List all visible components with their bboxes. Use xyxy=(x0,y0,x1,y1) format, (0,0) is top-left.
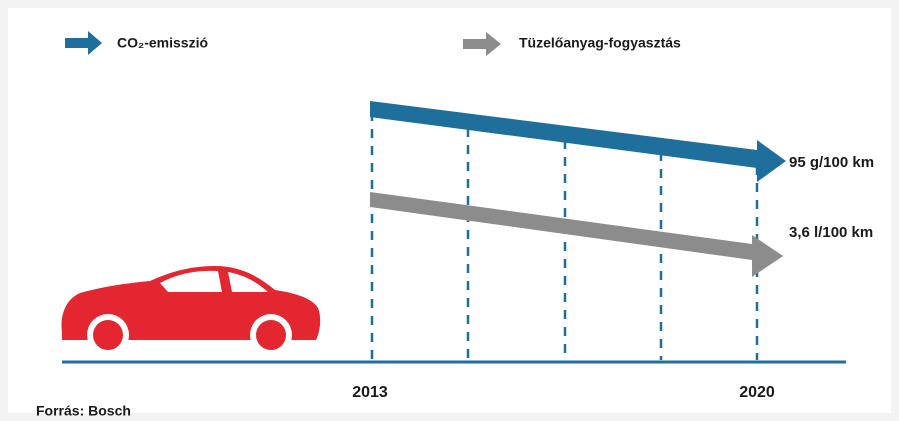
year-label: 2020 xyxy=(739,384,775,401)
source-note: Forrás: Bosch xyxy=(36,403,131,419)
legend-label-co2: CO₂-emisszió xyxy=(117,35,208,51)
legend-label-fuel: Tüzelőanyag-fogyasztás xyxy=(519,35,681,51)
co2-target-label: 95 g/100 km xyxy=(789,154,874,171)
year-label: 2013 xyxy=(352,384,388,401)
infographic: CO₂-emisszió Tüzelőanyag-fogyasztás 95 g… xyxy=(0,0,899,421)
fuel-target-label: 3,6 l/100 km xyxy=(789,224,873,241)
